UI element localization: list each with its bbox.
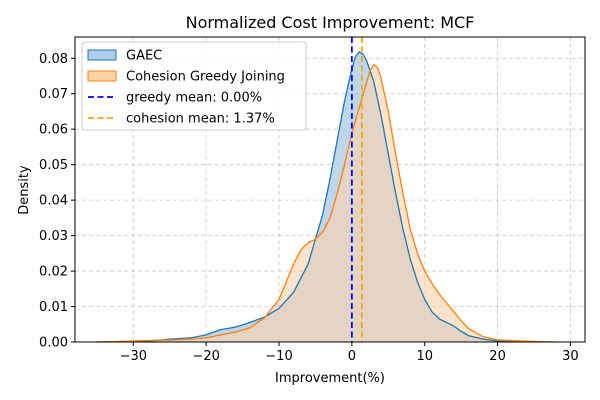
chart-title: Normalized Cost Improvement: MCF [186,13,475,32]
y-tick-label: 0.00 [39,336,68,351]
legend-box [81,41,307,131]
density-line-gaec [96,51,535,343]
y-axis: 0.00 0.01 0.02 0.03 0.04 0.05 0.06 0.07 0.08 [39,52,75,351]
legend-label: Cohesion Greedy Joining [126,70,285,85]
density-area-cohesion [96,64,556,342]
x-tick-label: 10 [416,349,433,364]
legend-label: greedy mean: 0.00% [126,91,262,106]
x-axis-label: Improvement(%) [275,371,385,386]
x-axis: −30 −20 −10 0 10 20 30 [120,342,579,364]
legend-swatch [87,49,117,61]
y-axis-label: Density [17,165,32,215]
y-tick-label: 0.08 [39,52,68,67]
y-tick-label: 0.03 [39,229,68,244]
x-tick-label: 20 [489,349,506,364]
legend-label: cohesion mean: 1.37% [126,112,275,127]
x-tick-label: 30 [562,349,579,364]
x-tick-label: −20 [192,349,219,364]
x-tick-label: −10 [265,349,292,364]
density-line-cohesion [96,63,556,343]
x-tick-label: −30 [120,349,147,364]
legend: GAEC Cohesion Greedy Joining greedy mean: … [81,41,307,131]
x-tick-label: 0 [348,349,356,364]
plot-frame [74,36,586,343]
mean-lines [350,37,363,342]
y-tick-label: 0.04 [39,194,68,209]
density-areas [96,51,556,343]
legend-label: GAEC [126,49,162,64]
legend-swatch [87,70,117,82]
y-tick-label: 0.02 [39,265,68,280]
y-tick-label: 0.07 [39,87,68,102]
y-tick-label: 0.01 [39,300,68,315]
y-tick-label: 0.05 [39,158,68,173]
y-tick-label: 0.06 [39,123,68,138]
